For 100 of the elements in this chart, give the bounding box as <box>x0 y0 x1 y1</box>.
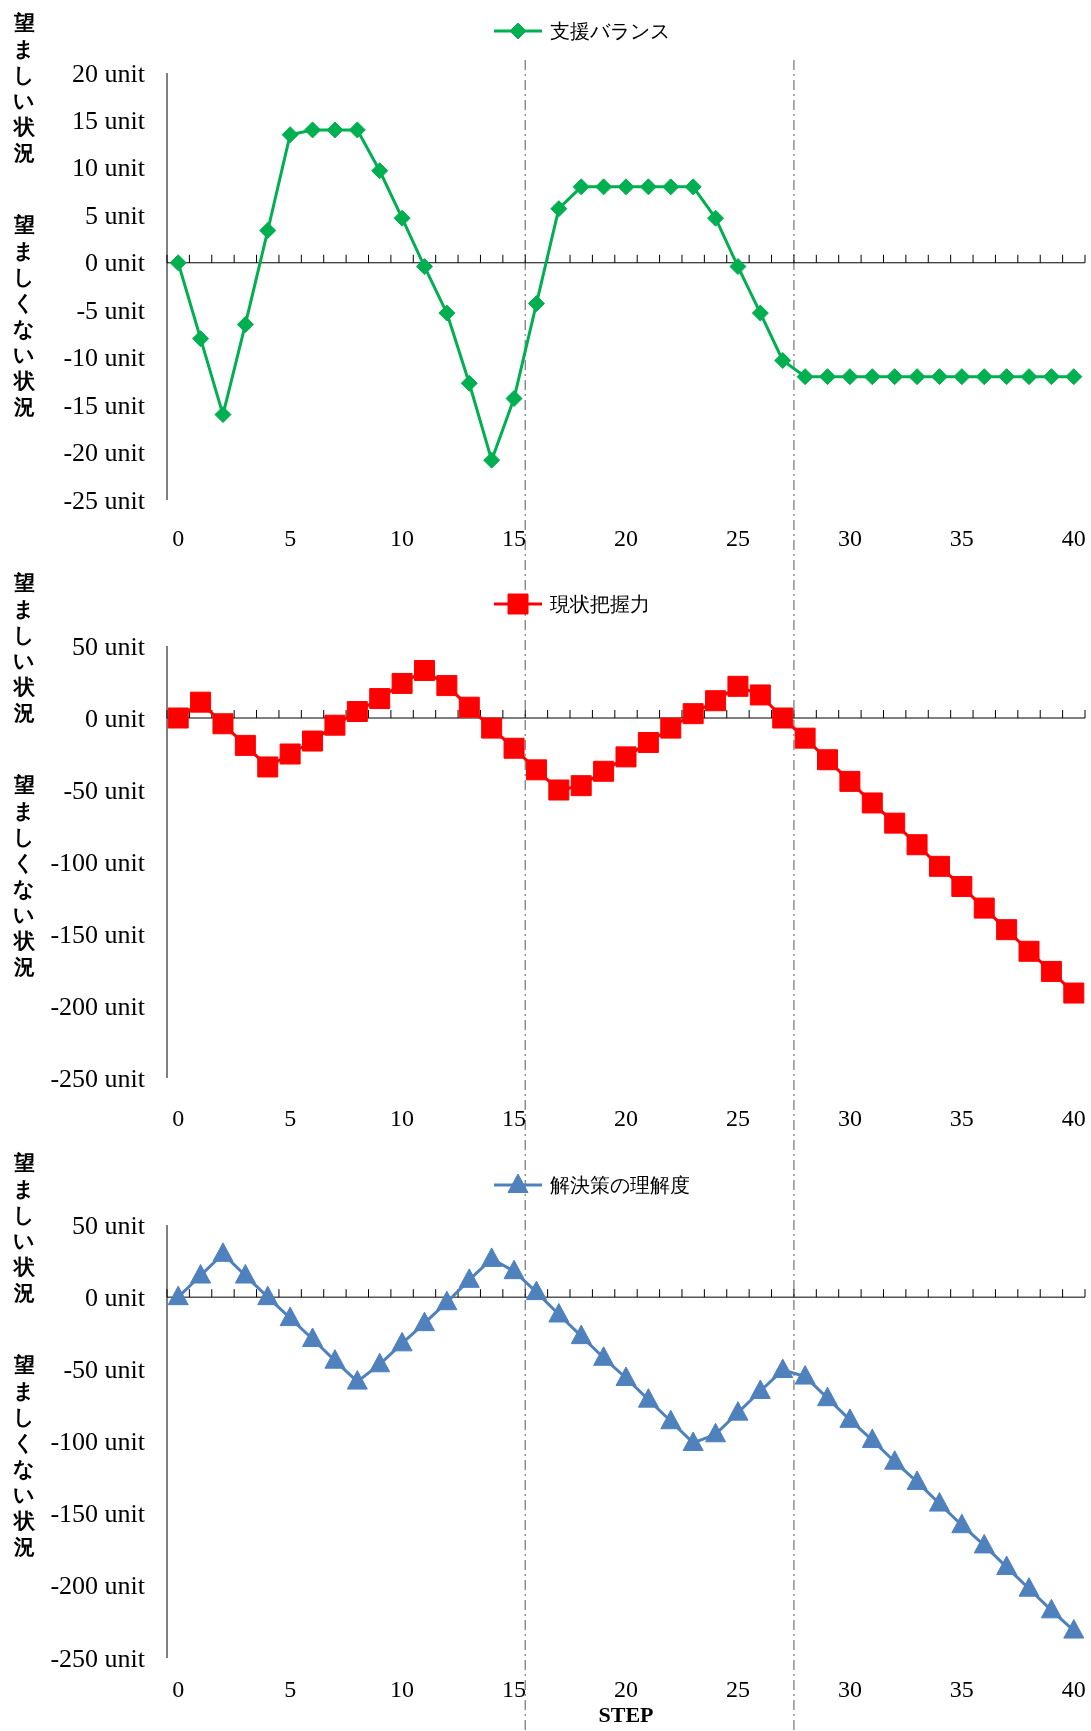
x-tick-label: 0 <box>172 1105 185 1131</box>
point <box>1065 368 1083 386</box>
point <box>483 451 501 469</box>
x-tick-label: 35 <box>949 1105 974 1131</box>
point <box>751 304 769 322</box>
text: 望ましい状況 <box>11 1151 36 1305</box>
point <box>729 258 747 276</box>
point <box>505 389 523 407</box>
x-tick-label: 25 <box>725 525 750 551</box>
legend-label: 支援バランス <box>550 19 670 43</box>
point <box>682 703 704 725</box>
point <box>458 696 480 718</box>
point <box>369 1352 391 1373</box>
y-tick-label: -20 unit <box>63 438 146 468</box>
x-tick-label: 40 <box>1061 525 1086 551</box>
x-tick-label: 5 <box>284 1676 297 1702</box>
y-tick-label: 50 unit <box>72 1210 146 1240</box>
point <box>1063 1619 1085 1639</box>
point <box>841 368 859 386</box>
point <box>617 178 635 196</box>
y-tick-label: -25 unit <box>63 485 146 515</box>
point <box>884 1450 906 1470</box>
point <box>796 368 814 386</box>
y-tick-label: 20 unit <box>72 58 146 88</box>
point <box>527 295 545 313</box>
point <box>324 714 346 736</box>
y-tick-label: -5 unit <box>76 295 146 325</box>
x-tick-label: 15 <box>502 1676 527 1702</box>
point <box>660 717 682 739</box>
point <box>212 713 234 735</box>
point <box>167 707 189 729</box>
y-tick-label: -50 unit <box>63 1354 146 1384</box>
point <box>593 1346 615 1366</box>
point <box>998 368 1016 386</box>
point <box>212 1242 234 1262</box>
point <box>595 178 613 196</box>
point <box>324 1349 346 1369</box>
point <box>525 759 547 781</box>
y-tick-label: -250 unit <box>50 1643 146 1673</box>
point <box>346 1370 368 1390</box>
x-tick-label: 5 <box>284 1105 297 1131</box>
point <box>234 734 256 756</box>
point <box>886 368 904 386</box>
point <box>749 1379 771 1399</box>
x-tick-label: 20 <box>614 1105 638 1131</box>
point <box>413 659 435 681</box>
point <box>460 374 478 392</box>
point <box>951 1513 973 1534</box>
point <box>928 855 950 877</box>
point <box>481 717 503 739</box>
point <box>1040 960 1062 982</box>
point <box>861 792 883 814</box>
point <box>458 1268 480 1288</box>
y-tick-label: -200 unit <box>50 991 146 1021</box>
point <box>167 1285 189 1306</box>
point <box>391 1331 413 1352</box>
text: 望ましくない状況 <box>11 1353 36 1559</box>
y-tick-label: 5 unit <box>85 200 146 230</box>
x-tick-label: 35 <box>949 525 974 551</box>
point <box>884 812 906 834</box>
x-tick-label: 25 <box>725 1676 750 1702</box>
y-tick-label: 0 unit <box>85 703 146 733</box>
point <box>281 126 299 144</box>
point <box>863 368 881 386</box>
x-tick-label: 0 <box>172 525 185 551</box>
point <box>572 178 590 196</box>
point <box>593 760 615 782</box>
point <box>214 406 232 424</box>
x-tick-label: 5 <box>284 525 297 551</box>
point <box>436 1290 458 1311</box>
point <box>346 701 368 723</box>
point <box>393 209 411 227</box>
point <box>727 675 749 697</box>
point <box>1018 1577 1040 1597</box>
point <box>302 1327 324 1348</box>
y-tick-label: -250 unit <box>50 1063 146 1093</box>
y-tick-label: 0 unit <box>85 1282 146 1312</box>
x-tick-label: 30 <box>837 525 862 551</box>
point <box>996 1555 1018 1576</box>
point <box>973 897 995 919</box>
point <box>1020 368 1038 386</box>
text: 望ましい状況 <box>11 11 36 165</box>
point <box>705 690 727 712</box>
point <box>279 743 301 765</box>
point <box>391 672 413 694</box>
x-tick-label: 0 <box>172 1676 185 1702</box>
x-tick-label: 30 <box>837 1105 862 1131</box>
x-tick-label: 35 <box>949 1676 974 1702</box>
point <box>817 1386 839 1407</box>
x-tick-label: 10 <box>390 1676 415 1702</box>
point <box>503 737 525 759</box>
point <box>550 200 568 218</box>
y-tick-label: -200 unit <box>50 1571 146 1601</box>
x-tick-label: 15 <box>502 1105 527 1131</box>
point <box>438 304 456 322</box>
y-tick-label: 50 unit <box>72 631 146 661</box>
point <box>707 209 725 227</box>
point <box>257 756 279 778</box>
point <box>190 691 212 713</box>
x-axis-title: STEP <box>598 1701 654 1727</box>
